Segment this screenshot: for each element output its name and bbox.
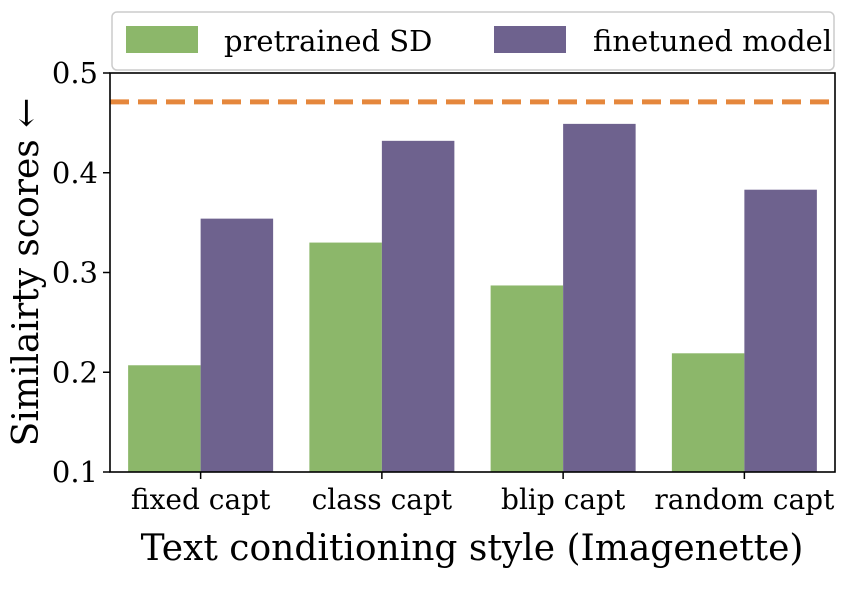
x-axis-title: Text conditioning style (Imagenette) (141, 528, 804, 569)
y-tick-label: 0.5 (52, 56, 98, 90)
x-tick-label: class capt (312, 483, 453, 516)
y-axis-title: Similairty scores ← (6, 98, 47, 447)
x-tick-label: blip capt (501, 483, 626, 516)
y-tick-label: 0.3 (52, 256, 98, 290)
bar-pretrained-class-capt (309, 242, 382, 472)
y-tick-label: 0.4 (52, 156, 98, 190)
y-tick-label: 0.2 (52, 355, 98, 389)
bar-pretrained-fixed-capt (128, 365, 201, 472)
legend-frame (111, 11, 835, 71)
legend-label-pretrained: pretrained SD (224, 24, 432, 58)
x-tick-label: fixed capt (131, 483, 271, 516)
bar-pretrained-blip-capt (490, 285, 564, 472)
x-tick-label: random capt (654, 483, 835, 516)
y-tick-label: 0.1 (52, 455, 98, 489)
legend-swatch-finetuned (494, 26, 566, 53)
bar-pretrained-random-capt (671, 353, 745, 472)
bar-finetuned-fixed-capt (200, 218, 274, 472)
bars-layer (128, 123, 817, 472)
y-axis: 0.1 0.2 0.3 0.4 0.5 (52, 56, 110, 489)
bar-finetuned-blip-capt (563, 123, 636, 472)
legend-swatch-pretrained (126, 26, 198, 53)
x-axis: fixed capt class capt blip capt random capt (131, 472, 835, 516)
legend-label-finetuned: finetuned model (593, 24, 832, 58)
bar-finetuned-random-capt (744, 189, 817, 472)
legend: pretrained SD finetuned model (111, 11, 835, 71)
bar-finetuned-class-capt (381, 140, 455, 472)
